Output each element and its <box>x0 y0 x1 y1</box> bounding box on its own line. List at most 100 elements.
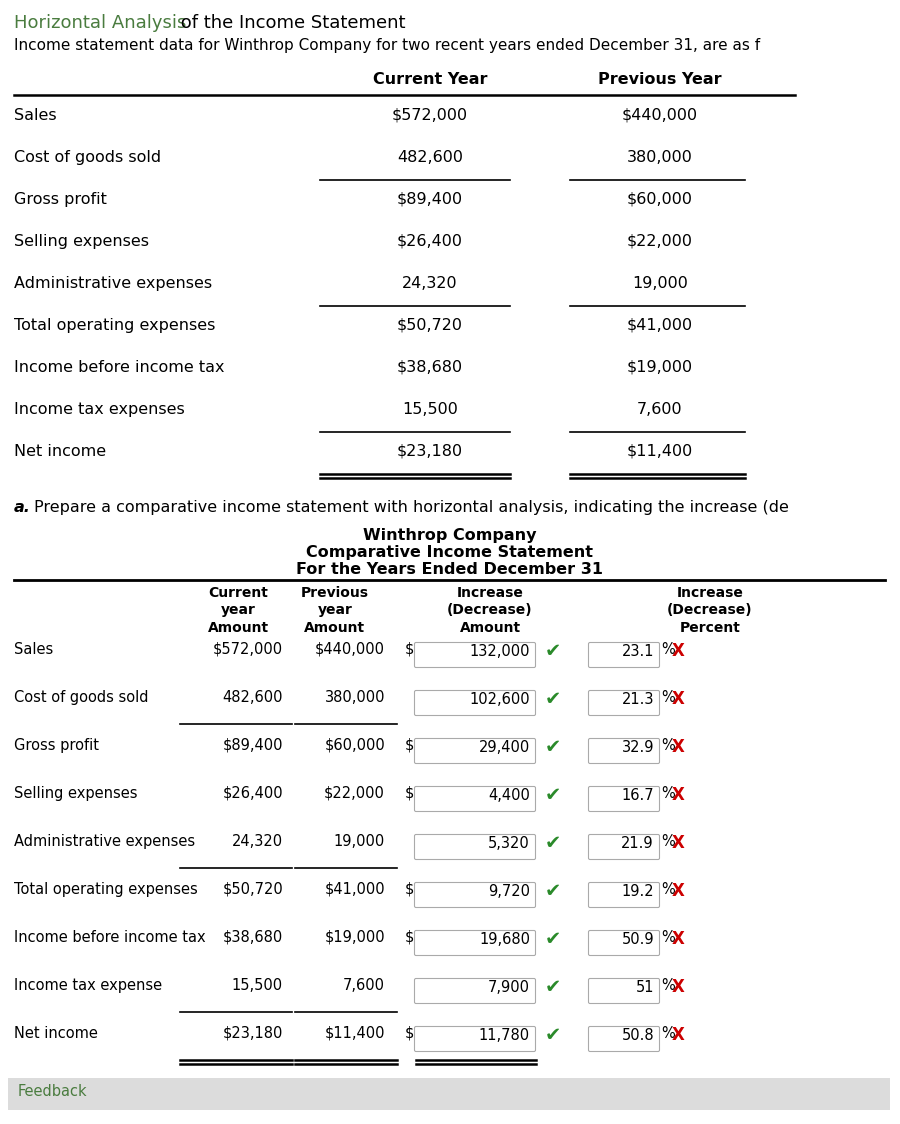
Text: $572,000: $572,000 <box>392 108 468 123</box>
Text: 482,600: 482,600 <box>397 149 463 165</box>
FancyBboxPatch shape <box>589 882 660 907</box>
Text: $19,000: $19,000 <box>324 930 385 945</box>
Text: Previous
year
Amount: Previous year Amount <box>301 586 369 635</box>
Text: X: X <box>672 690 685 708</box>
Text: ✔: ✔ <box>545 882 562 901</box>
Text: 15,500: 15,500 <box>232 978 283 992</box>
Text: ✔: ✔ <box>545 834 562 853</box>
Text: Income tax expenses: Income tax expenses <box>14 402 184 417</box>
Text: $89,400: $89,400 <box>397 192 464 207</box>
Text: ✔: ✔ <box>545 738 562 756</box>
FancyBboxPatch shape <box>415 738 536 763</box>
Text: $440,000: $440,000 <box>622 108 698 123</box>
Text: $: $ <box>405 738 414 753</box>
Text: $: $ <box>405 642 414 658</box>
FancyBboxPatch shape <box>415 643 536 668</box>
Text: ✔: ✔ <box>545 930 562 949</box>
Text: %: % <box>661 1026 675 1041</box>
Text: Total operating expenses: Total operating expenses <box>14 318 215 333</box>
Text: $60,000: $60,000 <box>627 192 693 207</box>
Text: Total operating expenses: Total operating expenses <box>14 882 198 897</box>
Text: %: % <box>661 834 675 849</box>
Text: of the Income Statement: of the Income Statement <box>175 13 406 31</box>
Text: 7,600: 7,600 <box>637 402 683 417</box>
Text: ✔: ✔ <box>545 690 562 709</box>
Text: 7,600: 7,600 <box>343 978 385 992</box>
Text: $: $ <box>405 882 414 897</box>
Text: 29,400: 29,400 <box>479 740 530 755</box>
Text: ✔: ✔ <box>545 1026 562 1045</box>
Text: Cost of goods sold: Cost of goods sold <box>14 149 161 165</box>
Text: $60,000: $60,000 <box>324 738 385 753</box>
Text: 16.7: 16.7 <box>621 788 654 803</box>
Text: $572,000: $572,000 <box>213 642 283 658</box>
Text: Income statement data for Winthrop Company for two recent years ended December 3: Income statement data for Winthrop Compa… <box>14 38 760 53</box>
Text: Gross profit: Gross profit <box>14 192 107 207</box>
Text: 15,500: 15,500 <box>402 402 458 417</box>
Text: %: % <box>661 930 675 945</box>
Text: Comparative Income Statement: Comparative Income Statement <box>307 545 593 560</box>
Text: Cost of goods sold: Cost of goods sold <box>14 690 149 705</box>
Text: $23,180: $23,180 <box>222 1026 283 1041</box>
Text: %: % <box>661 690 675 705</box>
Text: 24,320: 24,320 <box>402 277 458 291</box>
FancyBboxPatch shape <box>415 979 536 1004</box>
Text: X: X <box>672 1026 685 1044</box>
Text: ✔: ✔ <box>545 642 562 661</box>
FancyBboxPatch shape <box>589 690 660 716</box>
Text: Income before income tax: Income before income tax <box>14 930 205 945</box>
Text: $41,000: $41,000 <box>627 318 693 333</box>
Text: 5,320: 5,320 <box>488 836 530 851</box>
Text: Current
year
Amount: Current year Amount <box>207 586 268 635</box>
Text: 50.9: 50.9 <box>621 932 654 948</box>
Text: $22,000: $22,000 <box>627 234 693 250</box>
Text: 11,780: 11,780 <box>479 1028 530 1043</box>
FancyBboxPatch shape <box>589 738 660 763</box>
FancyBboxPatch shape <box>589 979 660 1004</box>
FancyBboxPatch shape <box>415 882 536 907</box>
Text: Administrative expenses: Administrative expenses <box>14 277 212 291</box>
FancyBboxPatch shape <box>589 787 660 812</box>
Text: Winthrop Company: Winthrop Company <box>364 528 536 543</box>
Text: 9,720: 9,720 <box>488 883 530 899</box>
Text: $11,400: $11,400 <box>627 444 693 459</box>
Text: $: $ <box>405 930 414 945</box>
FancyBboxPatch shape <box>415 931 536 955</box>
Text: ✔: ✔ <box>545 786 562 805</box>
FancyBboxPatch shape <box>589 1026 660 1051</box>
FancyBboxPatch shape <box>415 834 536 860</box>
FancyBboxPatch shape <box>415 787 536 812</box>
Text: 102,600: 102,600 <box>470 692 530 707</box>
Text: Feedback: Feedback <box>18 1084 87 1099</box>
Text: 7,900: 7,900 <box>488 980 530 995</box>
Text: ✔: ✔ <box>545 978 562 997</box>
Text: 4,400: 4,400 <box>488 788 530 803</box>
Text: 19,680: 19,680 <box>479 932 530 948</box>
Text: Increase
(Decrease)
Amount: Increase (Decrease) Amount <box>447 586 533 635</box>
Text: Sales: Sales <box>14 642 53 658</box>
Text: Administrative expenses: Administrative expenses <box>14 834 195 849</box>
Text: X: X <box>672 834 685 852</box>
Text: $89,400: $89,400 <box>222 738 283 753</box>
Text: $26,400: $26,400 <box>397 234 463 250</box>
Text: $38,680: $38,680 <box>397 360 464 375</box>
Text: $22,000: $22,000 <box>324 786 385 801</box>
Text: %: % <box>661 978 675 992</box>
Text: $11,400: $11,400 <box>325 1026 385 1041</box>
Text: Gross profit: Gross profit <box>14 738 99 753</box>
Text: Horizontal Analysis: Horizontal Analysis <box>14 13 186 31</box>
Text: Selling expenses: Selling expenses <box>14 786 138 801</box>
Text: $41,000: $41,000 <box>324 882 385 897</box>
FancyBboxPatch shape <box>589 834 660 860</box>
Text: 19.2: 19.2 <box>621 883 654 899</box>
Text: 19,000: 19,000 <box>334 834 385 849</box>
Text: X: X <box>672 738 685 756</box>
Text: $: $ <box>405 786 414 801</box>
Text: 23.1: 23.1 <box>622 644 654 659</box>
Text: %: % <box>661 786 675 801</box>
Text: Sales: Sales <box>14 108 57 123</box>
Text: Previous Year: Previous Year <box>598 72 722 87</box>
Text: $50,720: $50,720 <box>222 882 283 897</box>
Text: $440,000: $440,000 <box>315 642 385 658</box>
Text: 21.3: 21.3 <box>622 692 654 707</box>
